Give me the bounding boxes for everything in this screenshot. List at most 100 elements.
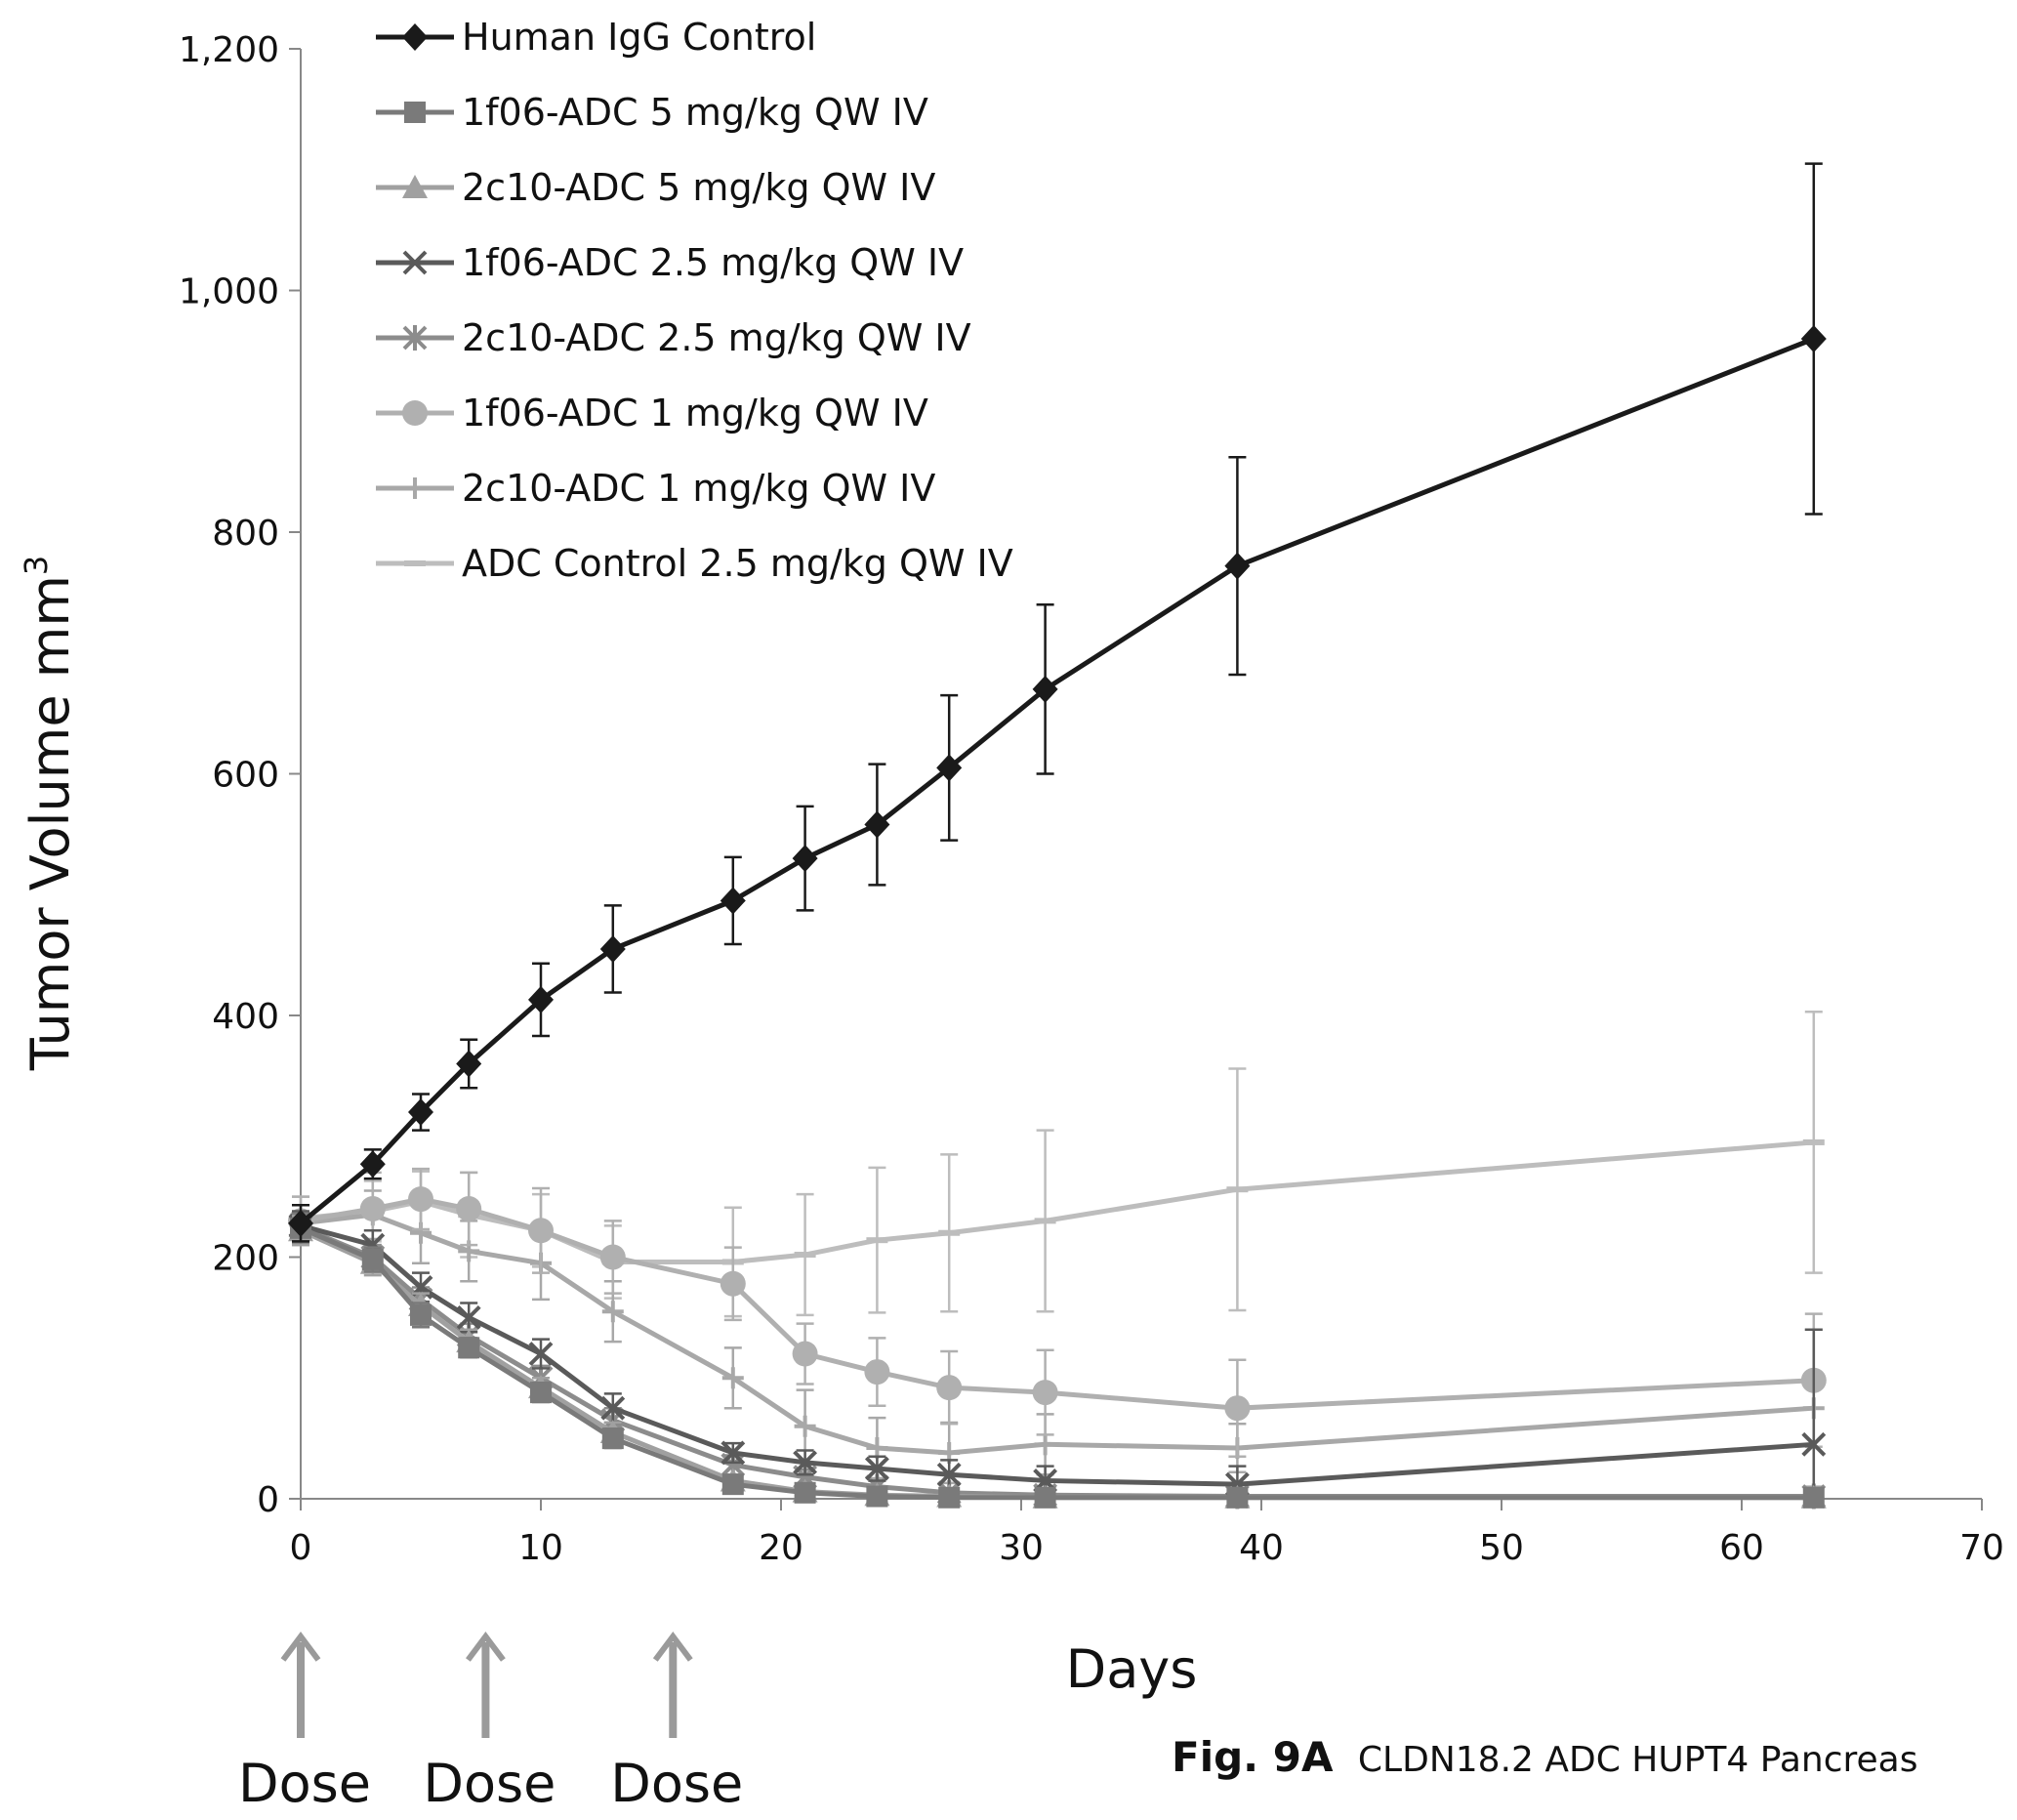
series-4: [288, 1210, 1827, 1501]
x-tick-label: 0: [290, 1528, 312, 1568]
data-point: [456, 1050, 482, 1078]
y-axis-title: Tumor Volume mm3: [18, 556, 81, 1072]
data-point: [359, 1196, 386, 1221]
y-tick-label: 200: [212, 1239, 279, 1279]
data-point: [864, 1456, 889, 1481]
data-point: [721, 1367, 744, 1389]
figure-number: Fig. 9A: [1172, 1733, 1334, 1781]
legend-item: 1f06-ADC 5 mg/kg QW IV: [376, 91, 928, 134]
series-line: [300, 1225, 1814, 1501]
data-point: [794, 1481, 816, 1504]
data-point: [1032, 675, 1058, 703]
series-line: [300, 1224, 1814, 1500]
data-point: [792, 845, 818, 873]
series-7: [290, 1189, 1825, 1488]
data-point: [936, 754, 963, 782]
legend-marker: [404, 102, 426, 123]
data-point: [1801, 1431, 1827, 1457]
dose-markers: Dose Dose Dose: [238, 1632, 743, 1814]
series-8: [290, 1011, 1825, 1318]
legend-marker: [402, 250, 428, 275]
legend-marker: [402, 325, 428, 351]
x-tick-label: 60: [1719, 1528, 1764, 1568]
dose-marker: Dose: [423, 1632, 556, 1814]
data-point: [288, 1209, 313, 1237]
dose-label: Dose: [238, 1753, 371, 1814]
data-point: [361, 1248, 384, 1270]
series-layer: [288, 162, 1827, 1510]
legend-marker: [402, 400, 428, 426]
legend-label: 1f06-ADC 5 mg/kg QW IV: [462, 91, 928, 134]
data-point: [1802, 1486, 1825, 1509]
x-tick-label: 30: [999, 1528, 1044, 1568]
data-point: [721, 1473, 744, 1496]
dose-label: Dose: [423, 1753, 556, 1814]
data-point: [1226, 1186, 1249, 1193]
data-point: [864, 1359, 890, 1386]
legend-item: ADC Control 2.5 mg/kg QW IV: [376, 542, 1013, 585]
legend-label: 2c10-ADC 2.5 mg/kg QW IV: [462, 316, 971, 359]
dose-arrow-head: [466, 1632, 506, 1662]
legend-label: Human IgG Control: [462, 16, 816, 59]
legend-item: 1f06-ADC 1 mg/kg QW IV: [376, 392, 928, 434]
data-point: [456, 1304, 481, 1330]
figure-title: CLDN18.2 ADC HUPT4 Pancreas: [1357, 1740, 1918, 1780]
series-line: [300, 1139, 1815, 1264]
data-point: [866, 1485, 888, 1508]
data-point: [408, 1186, 433, 1213]
legend-label: ADC Control 2.5 mg/kg QW IV: [462, 542, 1013, 585]
data-point: [866, 1237, 888, 1244]
data-point: [1224, 552, 1251, 580]
data-point: [1034, 1218, 1056, 1224]
data-point: [601, 1301, 624, 1323]
data-point: [599, 934, 626, 963]
data-point: [936, 1375, 963, 1401]
y-tick-label: 400: [212, 997, 279, 1037]
data-point: [936, 1462, 962, 1487]
legend-label: 1f06-ADC 2.5 mg/kg QW IV: [462, 241, 964, 284]
data-point: [1226, 1486, 1249, 1509]
data-point: [601, 1427, 624, 1450]
data-point: [1034, 1433, 1056, 1456]
x-tick-label: 70: [1959, 1528, 2004, 1568]
data-point: [410, 1303, 432, 1326]
data-point: [1032, 1380, 1058, 1406]
y-tick-label: 800: [212, 514, 279, 554]
series-line: [300, 1212, 1814, 1456]
x-tick-label: 20: [759, 1528, 803, 1568]
legend-marker: [402, 23, 428, 51]
dose-label: Dose: [610, 1753, 743, 1814]
y-tick-label: 1,000: [179, 272, 279, 312]
data-point: [1224, 1395, 1251, 1422]
data-point: [408, 1098, 433, 1126]
data-point: [1800, 325, 1827, 352]
x-tick-label: 50: [1479, 1528, 1524, 1568]
legend-item: Human IgG Control: [376, 16, 816, 59]
data-point: [528, 985, 554, 1013]
dose-marker: Dose: [238, 1632, 371, 1814]
dose-marker: Dose: [610, 1632, 743, 1814]
data-point: [938, 1229, 961, 1236]
data-point: [792, 1341, 818, 1367]
x-tick-label: 10: [518, 1528, 563, 1568]
data-point: [599, 1244, 626, 1270]
series-line: [299, 1227, 1814, 1501]
y-tick-label: 1,200: [179, 30, 279, 70]
data-point: [864, 810, 890, 839]
data-point: [600, 1395, 626, 1421]
data-point: [1034, 1486, 1056, 1509]
dose-arrow-head: [280, 1632, 321, 1662]
legend-item: 2c10-ADC 5 mg/kg QW IV: [376, 166, 935, 209]
data-point: [530, 1382, 552, 1404]
x-tick-label: 40: [1239, 1528, 1284, 1568]
data-point: [359, 1150, 386, 1179]
axes: 0 200 400 600 800 1,000 1,200 0 10 20 30 40 50 60 70 Da…: [18, 30, 2004, 1700]
data-point: [720, 1440, 746, 1466]
data-point: [456, 1196, 482, 1221]
legend: Human IgG Control 1f06-ADC 5 mg/kg QW IV 2…: [376, 16, 1013, 585]
legend-label: 2c10-ADC 5 mg/kg QW IV: [462, 166, 935, 209]
data-point: [458, 1337, 480, 1359]
legend-label: 2c10-ADC 1 mg/kg QW IV: [462, 467, 935, 510]
y-tick-label: 0: [257, 1480, 279, 1520]
